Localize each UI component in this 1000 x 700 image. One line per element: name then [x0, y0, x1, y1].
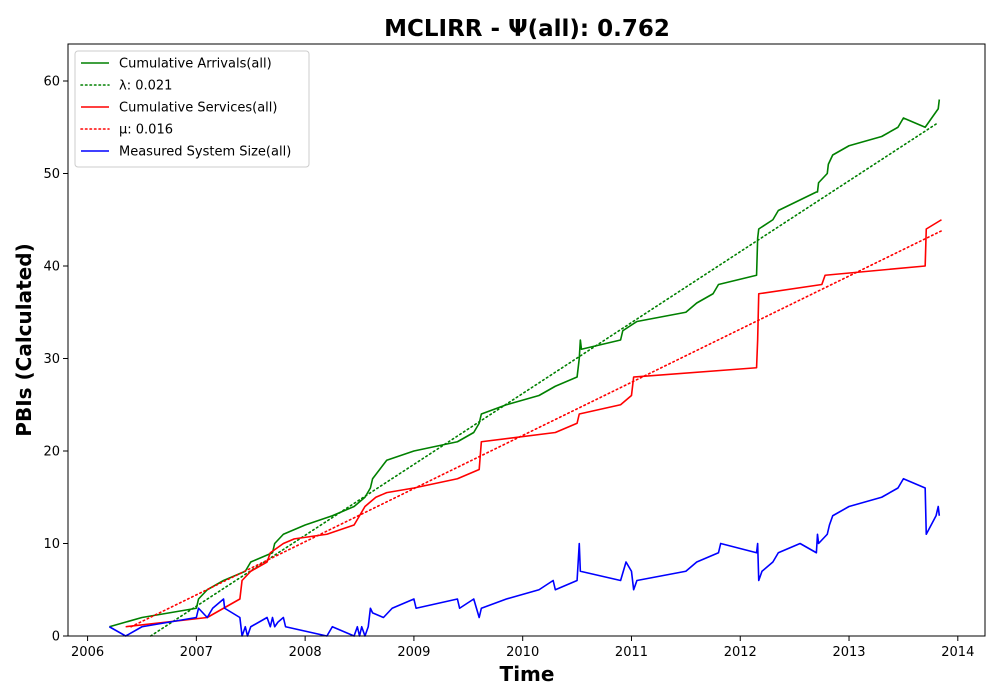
x-tick-label: 2006	[71, 645, 104, 660]
legend-box	[74, 50, 310, 168]
series-layer	[108, 99, 943, 637]
x-tick-label: 2010	[506, 645, 539, 660]
chart-title: MCLIRR - Ψ(all): 0.762	[384, 16, 670, 42]
series-line-cumulative-arrivals-all	[109, 99, 941, 628]
y-axis-label: PBIs (Calculated)	[12, 243, 36, 436]
y-tick-label: 30	[43, 352, 60, 367]
x-tick-label: 2011	[615, 645, 648, 660]
series-line-0-016	[130, 230, 943, 628]
x-tick-label: 2007	[180, 645, 213, 660]
legend-label: Cumulative Services(all)	[119, 101, 277, 116]
series-line-0-021	[149, 121, 940, 637]
legend-label: λ: 0.021	[119, 79, 172, 94]
y-axis: 0 10 20 30 40 50 60	[43, 75, 68, 645]
x-axis-label: Time	[500, 662, 555, 686]
legend-label: μ: 0.016	[119, 123, 173, 138]
legend-label: Cumulative Arrivals(all)	[119, 57, 272, 72]
x-tick-label: 2008	[289, 645, 322, 660]
x-axis: 2006 2007 2008 2009 2010 2011 2012 2013 2014	[71, 636, 974, 660]
y-tick-label: 0	[52, 630, 60, 645]
x-tick-label: 2014	[941, 645, 974, 660]
plot-frame	[67, 43, 986, 637]
y-tick-label: 20	[43, 445, 60, 460]
x-tick-label: 2012	[724, 645, 757, 660]
x-tick-label: 2013	[832, 645, 865, 660]
x-tick-label: 2009	[397, 645, 430, 660]
y-tick-label: 40	[43, 260, 60, 275]
y-tick-label: 60	[43, 75, 60, 90]
y-tick-label: 50	[43, 167, 60, 182]
legend-label: Measured System Size(all)	[119, 145, 291, 160]
series-line-measured-system-size-all	[108, 477, 941, 637]
legend: Cumulative Arrivals(all) λ: 0.021 Cumulati…	[74, 50, 310, 168]
y-tick-label: 10	[43, 537, 60, 552]
